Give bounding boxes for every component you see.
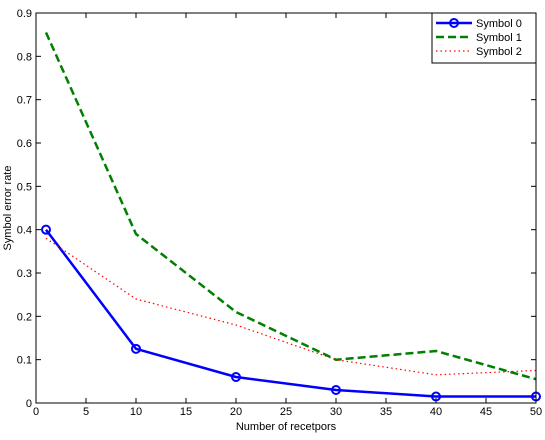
series-line-2 bbox=[45, 237, 537, 376]
x-tick-label: 50 bbox=[530, 406, 542, 418]
data-point bbox=[331, 385, 341, 395]
x-tick-label: 45 bbox=[480, 406, 492, 418]
x-tick-label: 15 bbox=[180, 406, 192, 418]
x-tick-label: 30 bbox=[330, 406, 342, 418]
y-axis-label: Symbol error rate bbox=[2, 166, 14, 251]
plot-frame bbox=[35, 12, 537, 404]
y-tick-label: 0 bbox=[26, 398, 32, 410]
y-tick-label: 0.8 bbox=[17, 51, 32, 63]
legend-label: Symbol 1 bbox=[476, 32, 522, 44]
series-line-1 bbox=[44, 31, 537, 381]
y-tick-label: 0.5 bbox=[17, 181, 32, 193]
y-tick-label: 0.6 bbox=[17, 138, 32, 150]
legend: Symbol 0 Symbol 1 Symbol 2 bbox=[431, 12, 537, 64]
y-tick-label: 0.1 bbox=[17, 355, 32, 367]
plot-area bbox=[36, 13, 536, 403]
x-tick-label: 10 bbox=[130, 406, 142, 418]
x-tick-label: 5 bbox=[83, 406, 89, 418]
y-tick-label: 0.3 bbox=[17, 268, 32, 280]
series-line-0 bbox=[45, 228, 536, 398]
legend-label: Symbol 0 bbox=[476, 18, 522, 30]
axis-ticks: 0 5 10 15 20 25 30 35 40 45 50 0 0.1 0.2 0.3 0.4 0.5 0.6 0… bbox=[17, 8, 542, 418]
y-tick-label: 0.2 bbox=[17, 311, 32, 323]
y-tick-label: 0.4 bbox=[17, 225, 32, 237]
series-lines bbox=[41, 31, 541, 402]
y-tick-label: 0.9 bbox=[17, 8, 32, 20]
legend-label: Symbol 2 bbox=[476, 46, 522, 58]
data-point bbox=[41, 224, 51, 235]
y-tick-label: 0.7 bbox=[17, 95, 32, 107]
x-tick-label: 40 bbox=[430, 406, 442, 418]
legend-marker bbox=[449, 18, 459, 28]
x-axis-label: Number of recetpors bbox=[236, 421, 337, 433]
x-tick-label: 0 bbox=[33, 406, 39, 418]
x-tick-label: 25 bbox=[280, 406, 292, 418]
x-tick-label: 35 bbox=[380, 406, 392, 418]
x-tick-label: 20 bbox=[230, 406, 242, 418]
data-point bbox=[231, 372, 241, 382]
data-point bbox=[131, 343, 141, 354]
data-point bbox=[431, 391, 441, 402]
